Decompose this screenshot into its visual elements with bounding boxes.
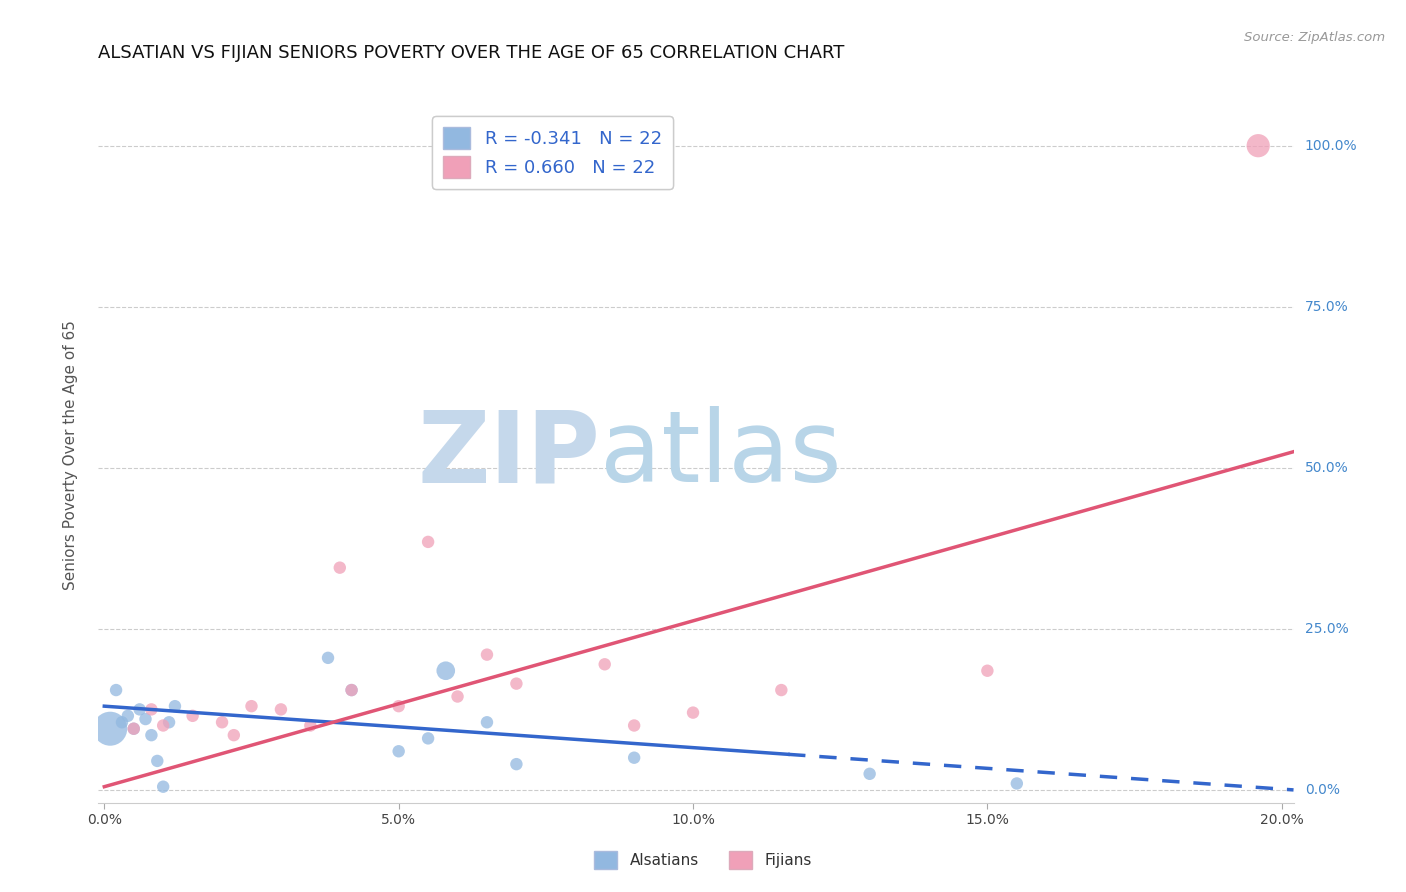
Point <box>146 754 169 768</box>
Point <box>270 702 292 716</box>
Point <box>157 715 180 730</box>
Point <box>134 712 156 726</box>
Point <box>329 560 352 574</box>
Point <box>340 683 363 698</box>
Text: 0.0%: 0.0% <box>1305 783 1340 797</box>
Text: 75.0%: 75.0% <box>1305 300 1348 314</box>
Point <box>416 731 439 746</box>
Point <box>434 664 457 678</box>
Text: atlas: atlas <box>600 407 842 503</box>
Point <box>316 651 339 665</box>
Point <box>388 699 411 714</box>
Point <box>416 534 439 549</box>
Point <box>623 718 645 732</box>
Point <box>152 780 174 794</box>
Point <box>593 657 616 672</box>
Point <box>475 648 498 662</box>
Point <box>98 722 121 736</box>
Point <box>1005 776 1028 790</box>
Point <box>122 722 145 736</box>
Point <box>211 715 233 730</box>
Point <box>682 706 704 720</box>
Text: 25.0%: 25.0% <box>1305 622 1348 636</box>
Point <box>128 702 150 716</box>
Point <box>859 766 882 781</box>
Text: ALSATIAN VS FIJIAN SENIORS POVERTY OVER THE AGE OF 65 CORRELATION CHART: ALSATIAN VS FIJIAN SENIORS POVERTY OVER … <box>98 45 845 62</box>
Text: Source: ZipAtlas.com: Source: ZipAtlas.com <box>1244 31 1385 45</box>
Point <box>623 750 645 764</box>
Point <box>105 683 128 698</box>
Point <box>299 718 322 732</box>
Legend: R = -0.341   N = 22, R = 0.660   N = 22: R = -0.341 N = 22, R = 0.660 N = 22 <box>433 116 672 189</box>
Y-axis label: Seniors Poverty Over the Age of 65: Seniors Poverty Over the Age of 65 <box>63 320 77 590</box>
Text: ZIP: ZIP <box>418 407 600 503</box>
Legend: Alsatians, Fijians: Alsatians, Fijians <box>588 845 818 875</box>
Point <box>122 722 145 736</box>
Point <box>505 757 527 772</box>
Point <box>388 744 411 758</box>
Point <box>141 702 163 716</box>
Point <box>1247 138 1270 153</box>
Point <box>505 676 527 690</box>
Point <box>340 683 363 698</box>
Point <box>446 690 468 704</box>
Point <box>770 683 793 698</box>
Point <box>111 715 134 730</box>
Point <box>141 728 163 742</box>
Point <box>475 715 498 730</box>
Point <box>152 718 174 732</box>
Point <box>976 664 998 678</box>
Text: 50.0%: 50.0% <box>1305 461 1348 475</box>
Point <box>240 699 263 714</box>
Point <box>117 708 139 723</box>
Point <box>163 699 186 714</box>
Text: 100.0%: 100.0% <box>1305 138 1357 153</box>
Point <box>181 708 204 723</box>
Point <box>222 728 245 742</box>
